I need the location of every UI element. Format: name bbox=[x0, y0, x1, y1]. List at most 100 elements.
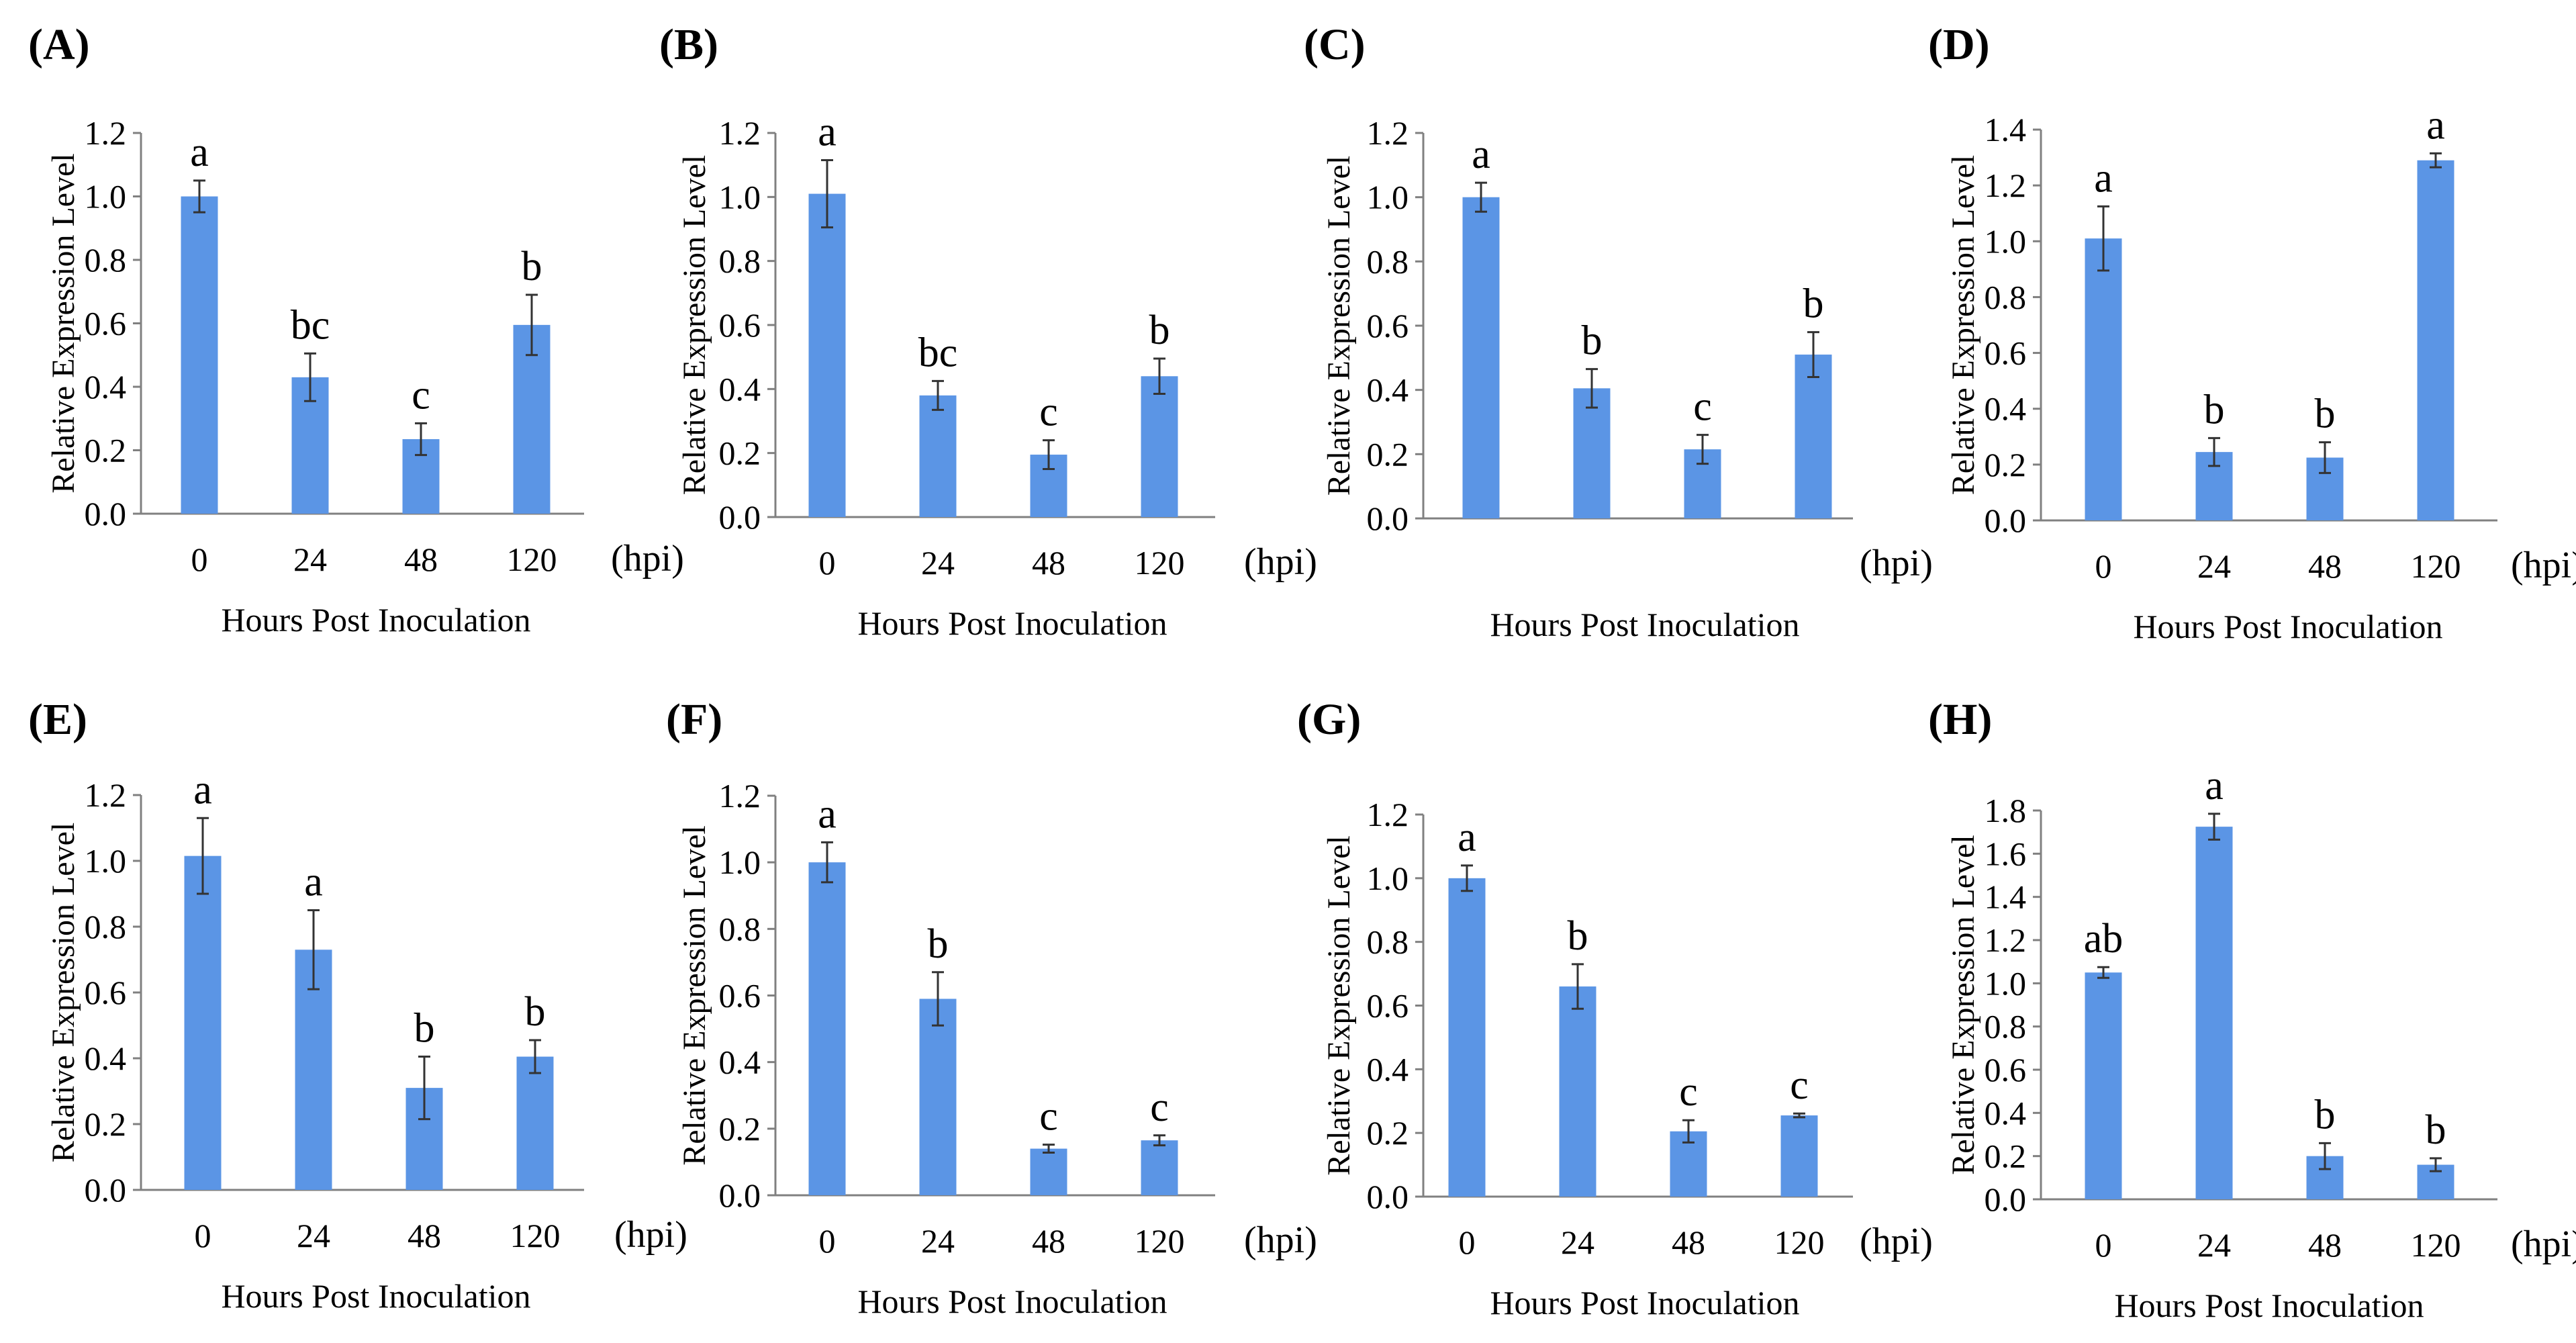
x-axis-title: Hours Post Inoculation bbox=[857, 604, 1167, 642]
y-tick-label: 0.4 bbox=[1985, 390, 2027, 428]
panel-label: (D) bbox=[1928, 20, 1990, 69]
x-tick-label: 120 bbox=[510, 1217, 561, 1254]
y-tick-label: 1.4 bbox=[1985, 111, 2027, 148]
y-tick-label: 1.8 bbox=[1985, 792, 2027, 829]
y-tick-label: 1.2 bbox=[719, 777, 761, 815]
y-tick-label: 1.0 bbox=[1985, 222, 2027, 260]
x-tick-label: 120 bbox=[1135, 1222, 1185, 1260]
y-tick-label: 0.4 bbox=[719, 1044, 761, 1081]
panel-g: (G) 0.0 0.2 0.4 0.6 0.8 1.0 1.2 Relative Express… bbox=[1297, 695, 1933, 1322]
bar bbox=[1559, 986, 1596, 1197]
y-axis-title: Relative Expression Level bbox=[1946, 835, 1981, 1175]
y-tick-label: 1.0 bbox=[1367, 860, 1409, 897]
x-tick-label: 120 bbox=[1774, 1223, 1825, 1261]
significance-letter: b bbox=[1582, 318, 1603, 364]
significance-letter: b bbox=[2315, 1092, 2336, 1138]
x-unit-label: (hpi) bbox=[1244, 541, 1317, 583]
significance-letter: c bbox=[1150, 1084, 1169, 1130]
y-tick-label: 1.0 bbox=[1985, 964, 2027, 1002]
y-tick-label: 0.8 bbox=[85, 908, 127, 945]
y-tick-label: 0.8 bbox=[1985, 278, 2027, 316]
significance-letter: b bbox=[414, 1006, 435, 1052]
y-tick-label: 1.2 bbox=[1985, 921, 2027, 959]
x-tick-label: 48 bbox=[1032, 1222, 1065, 1260]
significance-letter: a bbox=[193, 767, 212, 813]
x-unit-label: (hpi) bbox=[1860, 543, 1933, 584]
x-unit-label: (hpi) bbox=[1860, 1221, 1933, 1262]
bar bbox=[181, 196, 218, 514]
y-tick-label: 1.2 bbox=[85, 114, 127, 152]
y-tick-label: 0.0 bbox=[85, 495, 127, 532]
panel-label: (B) bbox=[659, 20, 718, 69]
y-tick-label: 1.2 bbox=[719, 114, 761, 152]
x-unit-label: (hpi) bbox=[614, 1214, 687, 1256]
y-tick-label: 0.4 bbox=[1985, 1094, 2027, 1131]
x-axis-title: Hours Post Inoculation bbox=[1490, 1284, 1799, 1322]
significance-letter: b bbox=[928, 921, 949, 967]
y-tick-label: 0.2 bbox=[1367, 1114, 1409, 1152]
y-tick-label: 0.6 bbox=[1367, 987, 1409, 1025]
significance-letter: bc bbox=[918, 330, 958, 375]
y-tick-label: 0.4 bbox=[85, 368, 127, 406]
y-tick-label: 0.6 bbox=[719, 306, 761, 344]
x-tick-label: 48 bbox=[1032, 544, 1065, 582]
panel-label: (G) bbox=[1297, 695, 1361, 744]
significance-letter: b bbox=[1803, 281, 1824, 327]
y-tick-label: 1.0 bbox=[85, 178, 127, 216]
significance-letter: a bbox=[2205, 763, 2224, 808]
x-tick-label: 0 bbox=[195, 1217, 211, 1254]
panel-h: (H) 0.0 0.2 0.4 0.6 0.8 1.0 1.2 1.4 1.6 1.8Relativ… bbox=[1928, 695, 2576, 1324]
y-tick-label: 1.4 bbox=[1985, 878, 2027, 916]
panel-label: (C) bbox=[1304, 20, 1366, 69]
x-axis-title: Hours Post Inoculation bbox=[221, 601, 530, 639]
panel-c: (C) 0.0 0.2 0.4 0.6 0.8 1.0 1.2 Relative Express… bbox=[1304, 20, 1933, 643]
bar bbox=[1141, 376, 1178, 517]
bar bbox=[516, 1056, 554, 1190]
x-tick-label: 24 bbox=[2197, 547, 2231, 585]
y-tick-label: 1.2 bbox=[1985, 167, 2027, 204]
bar bbox=[1448, 878, 1486, 1197]
y-tick-label: 0.0 bbox=[85, 1171, 127, 1209]
y-tick-label: 0.4 bbox=[719, 370, 761, 408]
y-tick-label: 0.6 bbox=[719, 977, 761, 1015]
y-tick-label: 0.4 bbox=[1367, 1050, 1409, 1088]
y-tick-label: 0.0 bbox=[1367, 500, 1409, 537]
x-unit-label: (hpi) bbox=[611, 538, 684, 580]
y-tick-label: 0.6 bbox=[1985, 1051, 2027, 1089]
x-tick-label: 120 bbox=[507, 541, 557, 578]
panel-label: (F) bbox=[666, 695, 722, 744]
panel-label: (E) bbox=[28, 695, 87, 744]
significance-letter: a bbox=[818, 791, 837, 837]
x-tick-label: 24 bbox=[921, 1222, 955, 1260]
significance-letter: a bbox=[190, 130, 209, 175]
significance-letter: b bbox=[522, 244, 542, 289]
y-tick-label: 0.6 bbox=[85, 305, 127, 342]
y-tick-label: 1.6 bbox=[1985, 835, 2027, 872]
bar bbox=[1795, 355, 1832, 518]
x-tick-label: 120 bbox=[2411, 1226, 2461, 1264]
x-axis-title: Hours Post Inoculation bbox=[2133, 608, 2442, 645]
significance-letter: c bbox=[412, 372, 430, 418]
significance-letter: b bbox=[2204, 387, 2225, 432]
x-tick-label: 120 bbox=[1135, 544, 1185, 582]
x-axis-title: Hours Post Inoculation bbox=[857, 1283, 1167, 1320]
y-tick-label: 1.2 bbox=[1367, 796, 1409, 833]
x-tick-label: 24 bbox=[2197, 1226, 2231, 1264]
x-tick-label: 0 bbox=[1459, 1223, 1476, 1261]
x-tick-label: 120 bbox=[2411, 547, 2461, 585]
y-tick-label: 0.6 bbox=[85, 974, 127, 1011]
bar bbox=[919, 999, 957, 1195]
y-axis-title: Relative Expression Level bbox=[1321, 835, 1357, 1176]
y-axis-title: Relative Expression Level bbox=[677, 825, 712, 1166]
y-tick-label: 0.2 bbox=[1367, 435, 1409, 473]
significance-letter: b bbox=[2426, 1107, 2446, 1153]
y-tick-label: 1.0 bbox=[719, 178, 761, 216]
significance-letter: bc bbox=[291, 302, 330, 348]
y-tick-label: 1.0 bbox=[1367, 179, 1409, 216]
bar bbox=[1780, 1115, 1818, 1197]
y-tick-label: 0.4 bbox=[1367, 371, 1409, 409]
